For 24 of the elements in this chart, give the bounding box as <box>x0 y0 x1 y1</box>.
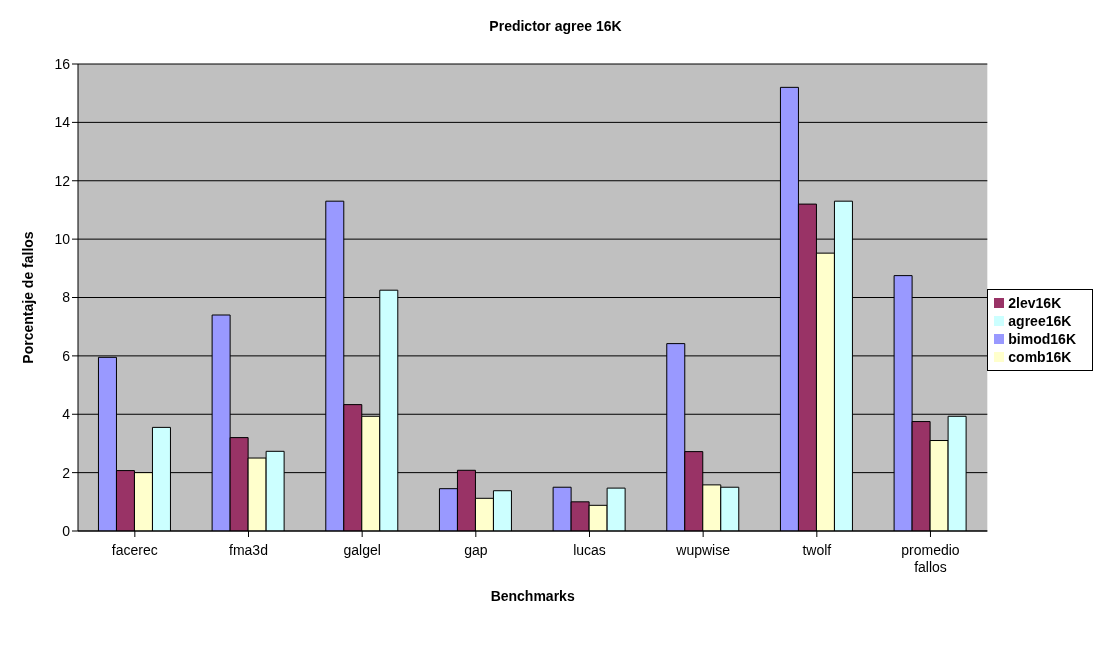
legend-label: agree16K <box>1008 312 1072 329</box>
x-tick-label: twolf <box>802 542 832 558</box>
y-tick-label: 12 <box>54 172 71 189</box>
y-axis-title: Porcentaje de fallos <box>19 231 36 364</box>
legend-label: comb16K <box>1008 348 1072 365</box>
x-axis-title: Benchmarks <box>490 588 575 604</box>
x-tick-label: facerec <box>111 542 158 558</box>
y-tick-label: 4 <box>62 406 71 423</box>
y-tick-label: 0 <box>62 522 71 539</box>
y-tick-label: 10 <box>54 231 71 248</box>
legend-label: 2lev16K <box>1008 294 1062 311</box>
legend-label: bimod16K <box>1008 330 1076 347</box>
x-tick-label: galgel <box>343 542 381 558</box>
x-tick-label: lucas <box>573 542 606 558</box>
y-tick-label: 14 <box>54 114 71 131</box>
y-tick-label: 16 <box>54 55 71 72</box>
x-tick-label: fma3d <box>229 542 268 558</box>
y-tick-label: 6 <box>62 347 71 364</box>
y-tick-label: 8 <box>62 289 71 306</box>
x-tick-label: wupwise <box>675 542 731 558</box>
x-tick-label: promedio fallos <box>901 542 960 575</box>
y-tick-label: 2 <box>62 464 71 481</box>
chart-title: Predictor agree 16K <box>488 18 623 34</box>
x-tick-label: gap <box>464 542 488 558</box>
